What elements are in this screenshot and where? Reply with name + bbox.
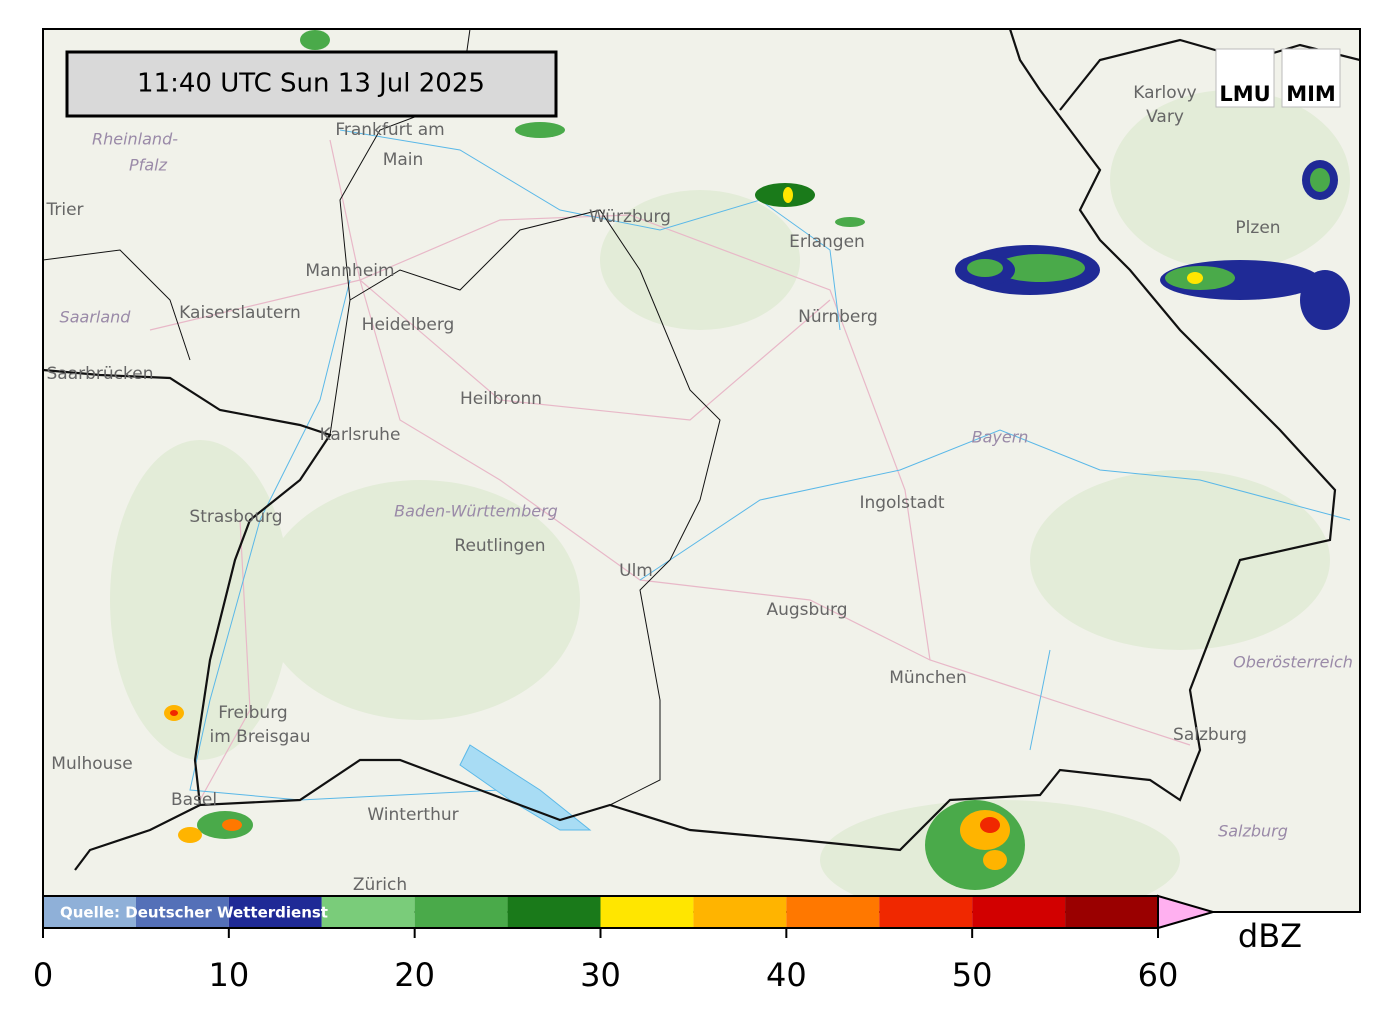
colorbar-segment [600, 896, 694, 928]
place-label: Main [383, 150, 424, 170]
roads [149, 139, 1191, 801]
place-label: Winterthur [367, 805, 458, 825]
colorbar-segment [135, 896, 229, 928]
place-label: Würzburg [589, 207, 671, 227]
logo-text: MIM [1286, 82, 1336, 106]
colorbar-segment [879, 896, 973, 928]
place-label: Ingolstadt [859, 493, 944, 513]
map-area: Frankfurt am Main Rheinland- Pfalz Trier Würz… [43, 29, 1360, 912]
place-label: Baden-Württemberg [394, 502, 558, 521]
country-borders [43, 29, 1360, 871]
lake [459, 744, 592, 831]
colorbar-tick-label: 60 [1138, 956, 1179, 994]
logo-box [1281, 48, 1341, 108]
colorbar-segment [972, 896, 1066, 928]
radar-echoes [164, 30, 1350, 890]
colorbar-segment [414, 896, 508, 928]
place-label: Oberösterreich [1233, 653, 1353, 672]
place-label: Kaiserslautern [179, 303, 301, 323]
colorbar-segment [693, 896, 787, 928]
place-label: Heilbronn [460, 389, 542, 409]
colorbar-tick-label: 20 [394, 956, 435, 994]
place-label: Plzen [1235, 218, 1280, 238]
place-label: Saarbrücken [47, 364, 154, 384]
place-label: Karlovy [1133, 83, 1197, 103]
place-label: Mulhouse [51, 754, 132, 774]
logo-box [1215, 48, 1275, 108]
colorbar-tick-label: 40 [766, 956, 807, 994]
place-label: Pfalz [129, 156, 168, 175]
place-label: München [889, 668, 967, 688]
colorbar-segment [43, 896, 136, 928]
colorbar: 0 10 20 30 40 50 60 [33, 894, 1217, 994]
place-label: Rheinland- [92, 130, 178, 149]
place-label: Strasbourg [189, 507, 282, 527]
timestamp: 11:40 UTC Sun 13 Jul 2025 [137, 69, 485, 99]
colorbar-segment [321, 896, 415, 928]
place-label: Augsburg [766, 600, 847, 620]
place-label: Saarland [60, 308, 132, 327]
place-label: Basel [171, 790, 217, 810]
colorbar-label: dBZ [1238, 917, 1302, 955]
colorbar-segment [1065, 896, 1158, 928]
timestamp-box [65, 50, 558, 118]
colorbar-tick-label: 10 [208, 956, 249, 994]
place-label: Salzburg [1218, 822, 1288, 841]
place-label: Frankfurt am [335, 120, 444, 140]
colorbar-segment [507, 896, 601, 928]
colorbar-tick-label: 50 [952, 956, 993, 994]
place-label: Zürich [353, 875, 407, 895]
place-label: Erlangen [789, 232, 865, 252]
colorbar-tick-label: 0 [33, 956, 53, 994]
place-label: Heidelberg [362, 315, 455, 335]
place-label: Reutlingen [454, 536, 545, 556]
place-label: Bayern [972, 428, 1029, 447]
place-labels: Frankfurt am Main Rheinland- Pfalz Trier Würz… [45, 83, 1352, 895]
place-label: Karlsruhe [320, 425, 401, 445]
place-label: Mannheim [305, 261, 394, 281]
place-label: im Breisgau [210, 727, 311, 747]
source-note: Quelle: Deutscher Wetterdienst [60, 904, 328, 922]
place-label: Trier [45, 200, 83, 220]
place-label: Ulm [619, 561, 653, 581]
place-label: Vary [1146, 107, 1184, 127]
logo: LMU MIM [1215, 48, 1341, 108]
colorbar-segment [786, 896, 880, 928]
colorbar-tick-label: 30 [580, 956, 621, 994]
colorbar-segment [228, 896, 322, 928]
logo-text: LMU [1219, 82, 1270, 106]
place-label: Salzburg [1173, 725, 1247, 745]
place-label: Nürnberg [798, 307, 878, 327]
place-label: Freiburg [218, 703, 287, 723]
